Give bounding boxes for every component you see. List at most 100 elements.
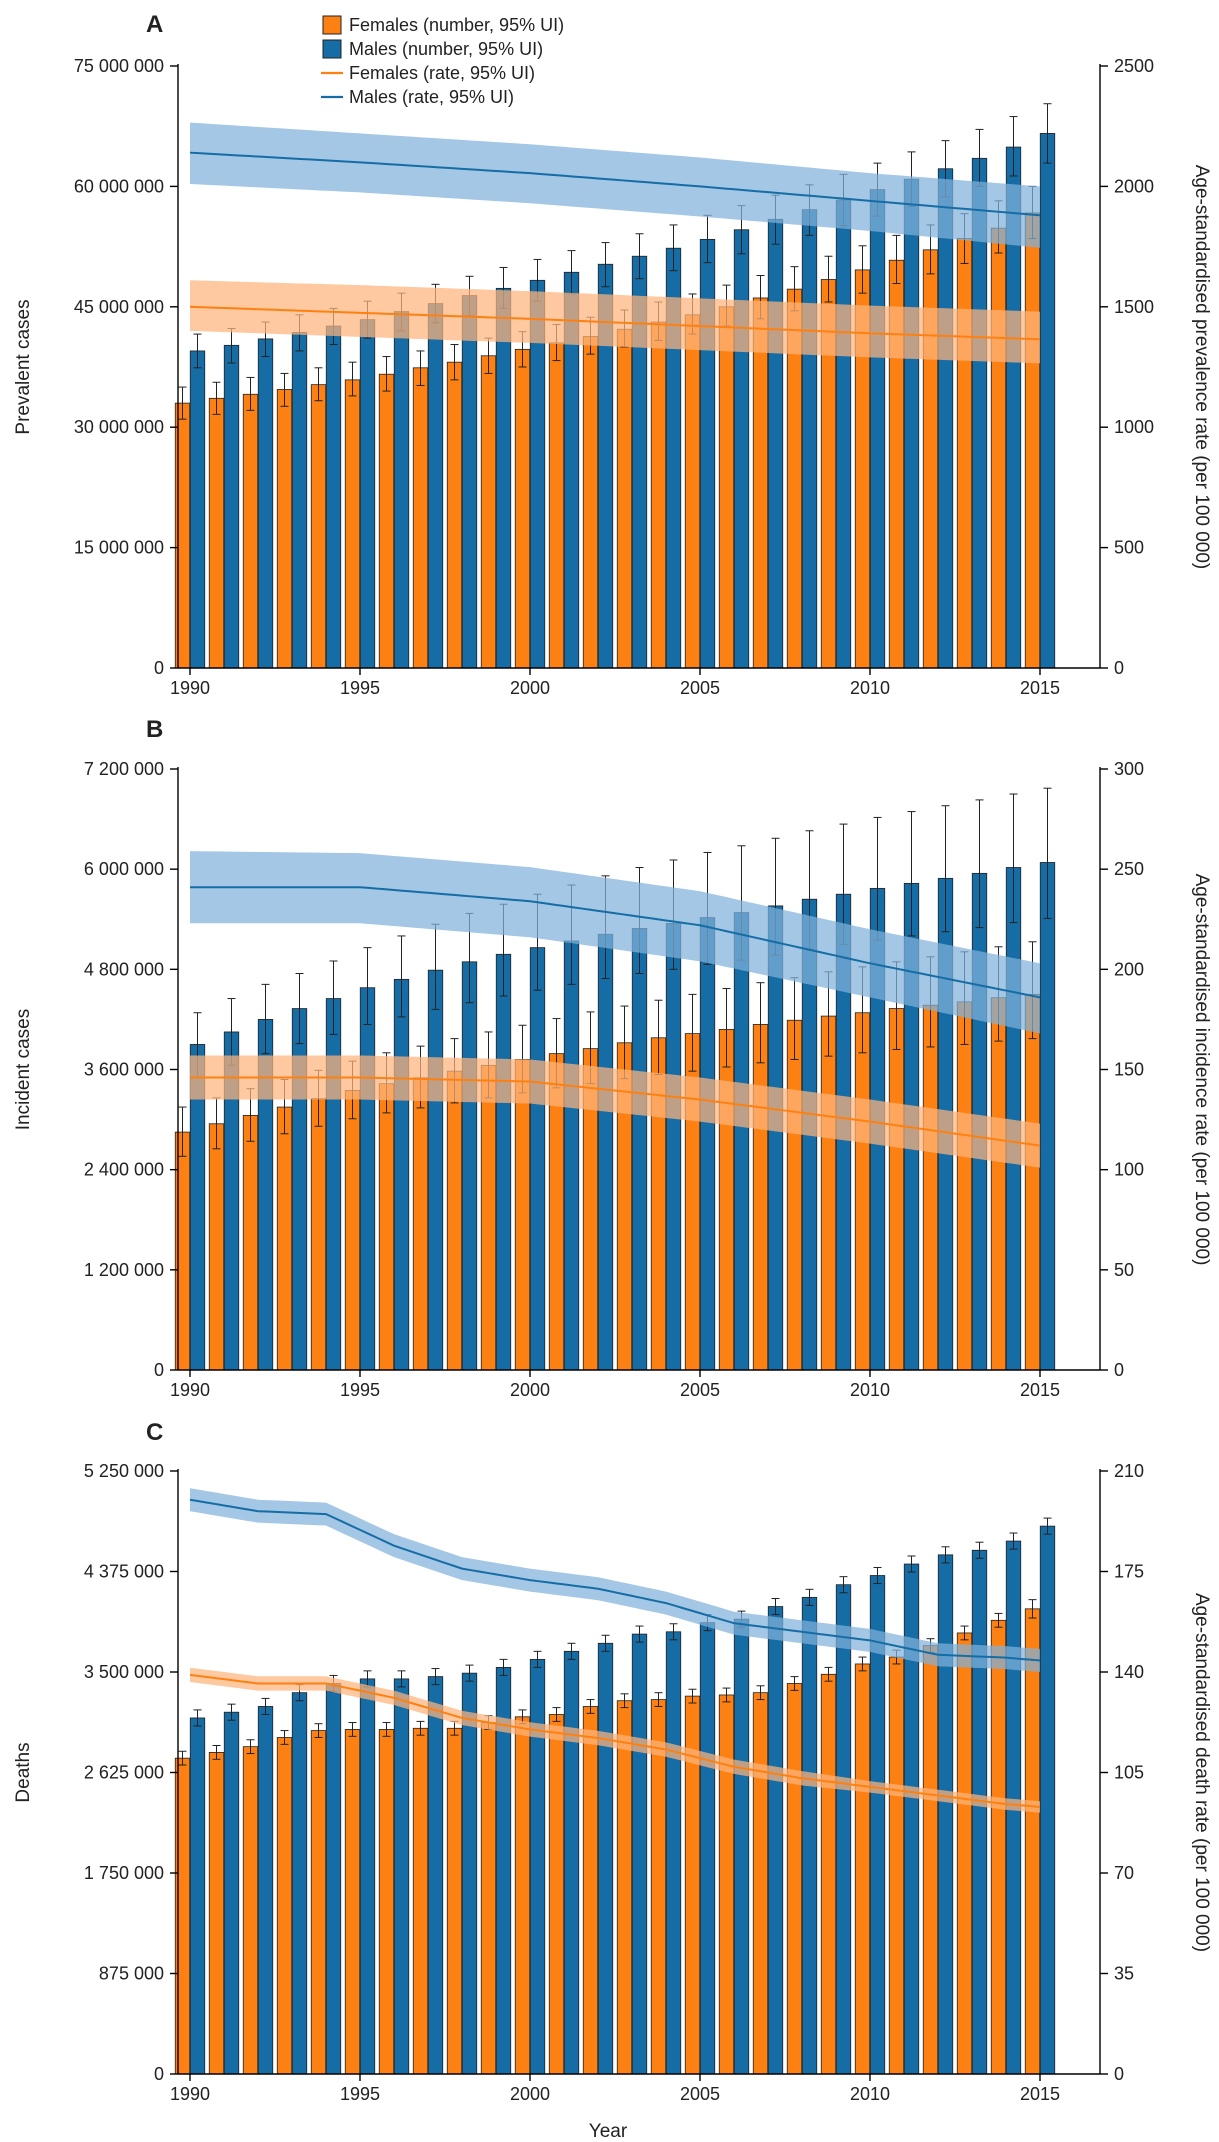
y-tick-label: 60 000 000	[74, 176, 164, 196]
y2-tick-label: 210	[1114, 1461, 1144, 1481]
bar-male-2000	[529, 947, 546, 1371]
x-tick-label: 1990	[170, 1380, 210, 1400]
rate-band-female	[190, 1055, 1040, 1168]
bar-female-1995	[344, 379, 361, 669]
y-tick-label: 0	[154, 2064, 164, 2084]
bar-female-2015	[1024, 212, 1041, 669]
panel-letter: C	[146, 1419, 163, 1446]
bar-male-2006	[733, 912, 750, 1371]
x-tick-label: 2005	[680, 1380, 720, 1400]
x-tick-label: 2005	[680, 2084, 720, 2104]
bar-male-2006	[733, 229, 750, 669]
bar-female-1994	[310, 1730, 327, 2075]
bar-female-2012	[922, 1645, 939, 2075]
x-tick-label: 2010	[850, 678, 890, 698]
y2-tick-label: 1000	[1114, 417, 1154, 437]
y2-tick-label: 200	[1114, 959, 1144, 979]
bar-male-1995	[359, 1678, 376, 2075]
bar-male-2010	[869, 189, 886, 669]
bar-female-1996	[378, 1083, 395, 1371]
bar-male-2003	[631, 928, 648, 1371]
bar-female-1996	[378, 373, 395, 669]
bar-female-1997	[412, 367, 429, 669]
bar-female-1991	[208, 1752, 225, 2075]
bar-female-1999	[480, 355, 497, 669]
bar-female-2002	[582, 1706, 599, 2075]
bar-male-2005	[699, 1622, 716, 2075]
y-tick-label: 875 000	[99, 1964, 164, 1984]
bar-female-2007	[752, 1024, 769, 1371]
x-tick-label: 2000	[510, 678, 550, 698]
bar-male-2007	[767, 218, 784, 669]
bar-male-2013	[971, 1549, 988, 2075]
y-tick-label: 1 750 000	[84, 1863, 164, 1883]
bar-male-1994	[325, 998, 342, 1371]
y2-tick-label: 70	[1114, 1863, 1134, 1883]
bar-female-2009	[820, 1015, 837, 1371]
panel-b: B 0 1 200 000 2 400 000 3 600 000 4 800 000 6 …	[13, 716, 1212, 1400]
bar-female-1992	[242, 393, 259, 669]
bar-female-2015	[1024, 993, 1041, 1371]
panel-letter: A	[146, 11, 163, 38]
bar-female-2013	[956, 1632, 973, 2075]
rate-band-male	[190, 1488, 1040, 1672]
y-tick-label: 5 250 000	[84, 1461, 164, 1481]
y2-tick-label: 100	[1114, 1160, 1144, 1180]
x-tick-label: 2000	[510, 1380, 550, 1400]
bar-male-1996	[393, 978, 410, 1371]
legend-swatch	[322, 15, 342, 35]
bar-male-2004	[665, 923, 682, 1371]
bar-female-2010	[854, 1012, 871, 1371]
bar-male-2015	[1039, 862, 1056, 1371]
bar-female-2010	[854, 1663, 871, 2075]
bar-female-1999	[480, 1064, 497, 1371]
x-tick-label: 1990	[170, 678, 210, 698]
bar-male-2009	[835, 1584, 852, 2075]
bar-male-1999	[495, 953, 512, 1371]
legend-label: Males (number, 95% UI)	[349, 39, 543, 59]
bar-female-2003	[616, 328, 633, 669]
y2-tick-label: 0	[1114, 2064, 1124, 2084]
x-tick-label: 2010	[850, 2084, 890, 2104]
y-tick-label: 0	[154, 658, 164, 678]
x-tick-label: 1995	[340, 1380, 380, 1400]
x-tick-label: 2015	[1020, 2084, 1060, 2104]
legend-label: Females (rate, 95% UI)	[349, 63, 535, 83]
bar-female-2009	[820, 1673, 837, 2075]
bar-female-1998	[446, 361, 463, 669]
bar-male-2012	[937, 168, 954, 669]
legend-swatch	[322, 39, 342, 59]
y2-tick-label: 140	[1114, 1662, 1144, 1682]
bar-male-2001	[563, 940, 580, 1371]
y2-axis-title: Age-standardised prevalence rate (per 10…	[1191, 165, 1212, 570]
y2-tick-label: 500	[1114, 538, 1144, 558]
bar-female-2011	[888, 1008, 905, 1371]
bar-female-2008	[786, 1019, 803, 1371]
bar-female-2003	[616, 1700, 633, 2075]
x-tick-label: 2010	[850, 1380, 890, 1400]
bar-male-1990	[189, 350, 206, 669]
y-tick-label: 4 800 000	[84, 959, 164, 979]
bar-female-2006	[718, 1694, 735, 2075]
bar-female-1994	[310, 1098, 327, 1371]
bar-female-1998	[446, 1727, 463, 2075]
bar-male-2001	[563, 1650, 580, 2075]
y2-tick-label: 300	[1114, 759, 1144, 779]
bar-female-2008	[786, 1683, 803, 2075]
bar-female-1991	[208, 1123, 225, 1371]
bar-male-2009	[835, 199, 852, 669]
y2-tick-label: 250	[1114, 859, 1144, 879]
y-tick-label: 30 000 000	[74, 417, 164, 437]
y2-tick-label: 150	[1114, 1060, 1144, 1080]
y2-tick-label: 175	[1114, 1562, 1144, 1582]
bar-female-1995	[344, 1089, 361, 1371]
y-tick-label: 6 000 000	[84, 859, 164, 879]
y-tick-label: 2 400 000	[84, 1160, 164, 1180]
bar-female-1993	[276, 1106, 293, 1371]
bar-male-1990	[189, 1717, 206, 2075]
legend-label: Males (rate, 95% UI)	[349, 87, 514, 107]
x-tick-label: 1995	[340, 2084, 380, 2104]
bar-female-2014	[990, 1619, 1007, 2075]
bar-female-2000	[514, 348, 531, 669]
